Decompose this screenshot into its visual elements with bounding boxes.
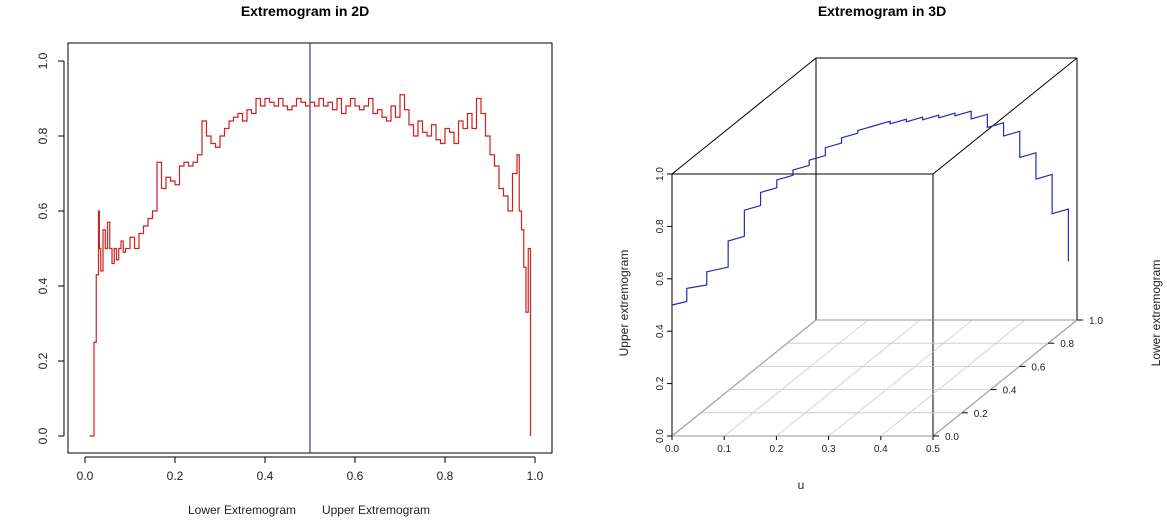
chart-3d-z-tick-label: 0.8 [1060, 339, 1074, 350]
chart-3d-z-tick-label: 0.0 [945, 432, 959, 443]
chart-3d-xlabel: u [798, 478, 805, 492]
chart-3d-y-tick-label: 1.0 [655, 167, 666, 181]
chart-3d-x-tick-label: 0.4 [874, 444, 888, 455]
chart-3d-z-tick-label: 1.0 [1089, 316, 1103, 327]
chart-3d-y-tick-label: 0.6 [655, 271, 666, 285]
chart-2d-x-tick-label: 0.0 [77, 469, 94, 483]
chart-3d-y-tick-label: 0.0 [655, 429, 666, 443]
chart-3d-box [671, 57, 1078, 437]
chart-2d-y-tick-label: 0.6 [36, 202, 50, 219]
chart-2d-y-tick-label: 0.8 [36, 127, 50, 144]
chart-3d-title: Extremogram in 3D [818, 3, 946, 19]
chart-2d-y-tick-label: 1.0 [36, 52, 50, 69]
chart-3d-x-tick-label: 0.2 [769, 444, 783, 455]
chart-3d-box-edge [932, 57, 1078, 175]
chart-3d-floor-gridline [880, 319, 1026, 437]
chart-2d-xlabel-right: Upper Extremogram [322, 503, 430, 517]
chart-3d-z-tick-label: 0.6 [1031, 362, 1045, 373]
chart-3d-y-tick-label: 0.4 [655, 324, 666, 338]
chart-2d-x-tick-label: 0.8 [437, 469, 454, 483]
chart-2d-x-axis: 0.0 0.2 0.4 0.6 0.8 1.0 [77, 456, 544, 483]
chart-3d-x-tick-label: 0.3 [822, 444, 836, 455]
chart-3d-box-edge [671, 57, 817, 175]
chart-2d-y-tick-label: 0.0 [36, 427, 50, 444]
chart-3d-ylabel: Upper extremogram [617, 250, 631, 357]
chart-3d-z-axis: 0.0 0.2 0.4 0.6 0.8 1.0 [933, 316, 1103, 443]
chart-3d-floor-gridline [671, 319, 817, 437]
chart-3d-y-tick-label: 0.2 [655, 376, 666, 390]
chart-2d-y-tick-label: 0.4 [36, 277, 50, 294]
chart-2d-x-tick-label: 0.2 [167, 469, 184, 483]
chart-2d-y-tick-label: 0.2 [36, 352, 50, 369]
chart-3d-floor-gridline [932, 319, 1078, 437]
chart-3d-floor-grid [671, 319, 1078, 437]
chart-3d-x-axis: 0.0 0.1 0.2 0.3 0.4 0.5 [665, 436, 940, 455]
chart-3d-z-tick-label: 0.4 [1003, 386, 1017, 397]
chart-3d-floor-gridline [776, 319, 921, 437]
chart-3d-floor-gridline [828, 319, 973, 437]
chart-3d-x-tick-label: 0.5 [926, 444, 940, 455]
chart-2d-x-tick-label: 1.0 [527, 469, 544, 483]
chart-3d-x-tick-label: 0.1 [717, 444, 731, 455]
chart-3d-z-tick-label: 0.2 [974, 409, 988, 420]
chart-2d-xlabel-left: Lower Extremogram [188, 503, 296, 517]
chart-3d-x-tick-label: 0.0 [665, 444, 679, 455]
chart-3d-series-line [671, 110, 1069, 306]
chart-3d-y-axis: 0.0 0.2 0.4 0.6 0.8 1.0 [655, 167, 672, 443]
chart-2d-y-axis: 0.0 0.2 0.4 0.6 0.8 1.0 [36, 52, 65, 444]
chart-3d-floor-gridline [723, 319, 869, 437]
chart-3d-zlabel: Lower extremogram [1149, 260, 1163, 367]
chart-2d-title: Extremogram in 2D [241, 3, 369, 19]
chart-3d-y-tick-label: 0.8 [655, 219, 666, 233]
chart-2d-series-line [89, 94, 532, 437]
chart-2d-x-tick-label: 0.4 [257, 469, 274, 483]
chart-2d-x-tick-label: 0.6 [347, 469, 364, 483]
